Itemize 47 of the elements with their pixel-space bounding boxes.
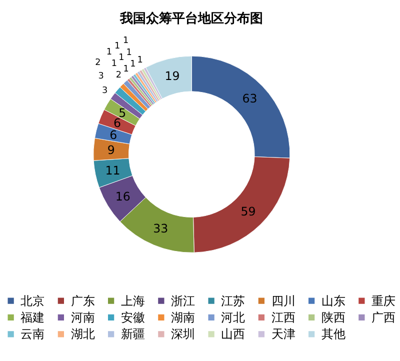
- legend-label: 福建: [20, 310, 45, 324]
- data-label: 63: [242, 91, 258, 106]
- data-label: 1: [106, 48, 112, 58]
- legend-label: 江西: [271, 310, 296, 324]
- data-label: 1: [118, 53, 124, 64]
- legend-label: 新疆: [120, 327, 145, 342]
- legend-label: 四川: [271, 294, 296, 308]
- data-label: 2: [95, 58, 101, 68]
- data-label: 11: [105, 164, 120, 178]
- data-label: 1: [111, 58, 117, 69]
- data-label: 1: [137, 55, 143, 66]
- data-label: 9: [107, 143, 115, 158]
- data-label: 6: [114, 116, 122, 130]
- data-label: 1: [122, 36, 129, 46]
- chart-title: 我国众筹平台地区分布图: [119, 10, 264, 27]
- data-label: 1: [126, 48, 132, 58]
- legend-label: 安徽: [120, 310, 145, 324]
- legend-label: 天津: [271, 327, 296, 342]
- data-label: 16: [115, 189, 130, 204]
- legend-label: 山东: [321, 294, 346, 308]
- legend-label: 陕西: [321, 310, 346, 324]
- legend-label: 湖南: [171, 310, 196, 324]
- legend-label: 其他: [321, 327, 346, 342]
- data-label: 3: [102, 86, 108, 96]
- legend-label: 广东: [70, 294, 95, 308]
- legend-label: 山西: [221, 327, 246, 342]
- data-label: 5: [118, 106, 126, 120]
- data-label: 1: [123, 64, 129, 74]
- legend-label: 湖北: [70, 327, 95, 342]
- data-label: 1: [130, 60, 136, 70]
- legend-label: 北京: [20, 294, 45, 308]
- legend-label: 江苏: [221, 294, 246, 308]
- legend-label: 河南: [70, 310, 95, 324]
- data-label: 33: [153, 222, 168, 236]
- legend-label: 浙江: [171, 294, 196, 308]
- data-label: 1: [114, 42, 120, 52]
- data-label: 3: [98, 72, 104, 82]
- legend-label: 河北: [221, 310, 246, 324]
- legend-label: 广西: [372, 310, 396, 324]
- data-label: 59: [240, 204, 256, 219]
- data-label: 6: [110, 128, 118, 142]
- legend-label: 云南: [20, 327, 45, 342]
- legend-label: 上海: [120, 294, 145, 308]
- legend-label: 深圳: [171, 327, 196, 342]
- data-label: 2: [116, 70, 122, 80]
- legend-label: 重庆: [372, 294, 396, 308]
- data-label: 19: [164, 69, 180, 84]
